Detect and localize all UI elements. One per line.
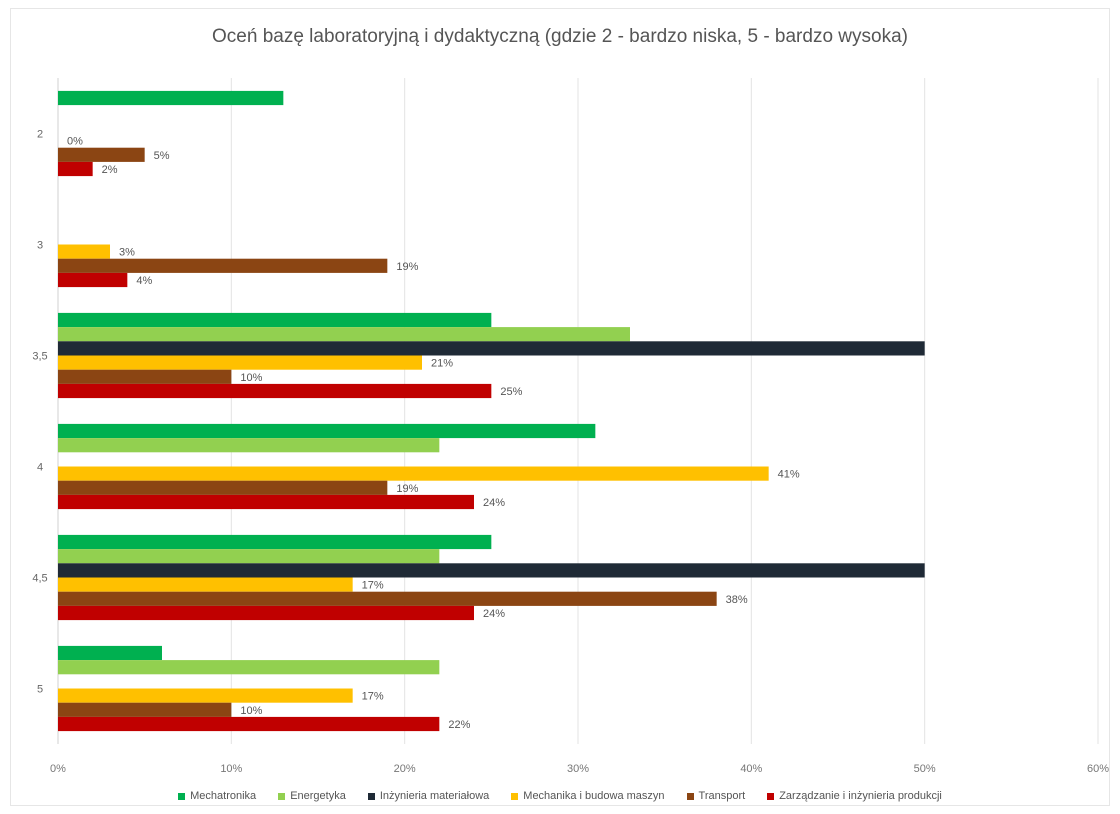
data-label: 22%	[448, 719, 470, 731]
bar	[58, 563, 925, 578]
x-tick-label: 0%	[50, 763, 66, 775]
bar	[58, 147, 145, 162]
data-label: 5%	[154, 150, 170, 162]
bar	[58, 549, 440, 564]
bar	[58, 716, 440, 732]
legend-swatch	[367, 792, 375, 800]
y-tick-label: 5	[37, 684, 43, 696]
legend-item: Inżynieria materiałowa	[367, 790, 490, 802]
legend-item: Mechanika i budowa maszyn	[511, 790, 665, 802]
bar	[58, 369, 232, 384]
bar	[58, 438, 440, 453]
legend-label: Mechanika i budowa maszyn	[523, 790, 665, 802]
bar	[58, 494, 474, 510]
data-label: 19%	[396, 483, 418, 495]
legend-label: Energetyka	[290, 790, 346, 802]
legend-item: Transport	[686, 790, 746, 802]
bar	[58, 383, 492, 399]
x-tick-label: 50%	[914, 763, 936, 775]
bar	[58, 702, 232, 717]
y-tick-label: 3	[37, 240, 43, 252]
legend-item: Mechatronika	[178, 790, 256, 802]
x-tick-label: 10%	[220, 763, 242, 775]
bar	[58, 466, 769, 481]
data-label: 25%	[500, 386, 522, 398]
data-label: 24%	[483, 497, 505, 509]
bar	[58, 258, 388, 273]
x-tick-label: 20%	[394, 763, 416, 775]
legend-item: Energetyka	[278, 790, 346, 802]
x-tick-label: 30%	[567, 763, 589, 775]
bar	[58, 90, 284, 106]
bar	[58, 327, 630, 342]
bar	[58, 423, 596, 439]
x-tick-label: 60%	[1087, 763, 1109, 775]
bar	[58, 272, 128, 288]
data-label: 24%	[483, 608, 505, 620]
legend-swatch	[178, 792, 186, 800]
bar	[58, 244, 110, 259]
legend-swatch	[686, 792, 694, 800]
data-label: 4%	[136, 275, 152, 287]
legend-label: Zarządzanie i inżynieria produkcji	[779, 790, 942, 802]
bar	[58, 688, 353, 703]
legend-label: Inżynieria materiałowa	[379, 790, 490, 802]
y-tick-label: 2	[37, 129, 43, 141]
legend-swatch	[767, 792, 775, 800]
bar	[58, 534, 492, 550]
bar	[58, 341, 925, 356]
bar	[58, 312, 492, 328]
data-label: 41%	[778, 469, 800, 481]
legend-label: Transport	[698, 790, 746, 802]
data-label: 10%	[240, 372, 262, 384]
legend-label: Mechatronika	[190, 790, 257, 802]
bar	[58, 480, 388, 495]
data-label: 19%	[396, 261, 418, 273]
data-label: 0%	[67, 136, 83, 148]
data-label: 2%	[102, 164, 118, 176]
chart-title: Oceń bazę laboratoryjną i dydaktyczną (g…	[212, 26, 908, 47]
y-tick-label: 4,5	[32, 573, 47, 585]
legend-swatch	[511, 792, 519, 800]
bar	[58, 355, 422, 370]
bar	[58, 605, 474, 621]
bar	[58, 645, 162, 661]
data-label: 10%	[240, 705, 262, 717]
x-tick-label: 40%	[740, 763, 762, 775]
data-label: 3%	[119, 247, 135, 259]
bar	[58, 660, 440, 675]
data-label: 17%	[362, 691, 384, 703]
chart-legend: Mechatronika Energetyka Inżynieria materia…	[0, 790, 1120, 802]
data-label: 17%	[362, 580, 384, 592]
bar	[58, 591, 717, 606]
y-tick-label: 4	[37, 462, 43, 474]
data-label: 38%	[726, 594, 748, 606]
y-tick-label: 3,5	[32, 351, 47, 363]
bar	[58, 577, 353, 592]
data-label: 21%	[431, 358, 453, 370]
legend-swatch	[278, 792, 286, 800]
legend-item: Zarządzanie i inżynieria produkcji	[767, 790, 942, 802]
bar	[58, 161, 93, 177]
